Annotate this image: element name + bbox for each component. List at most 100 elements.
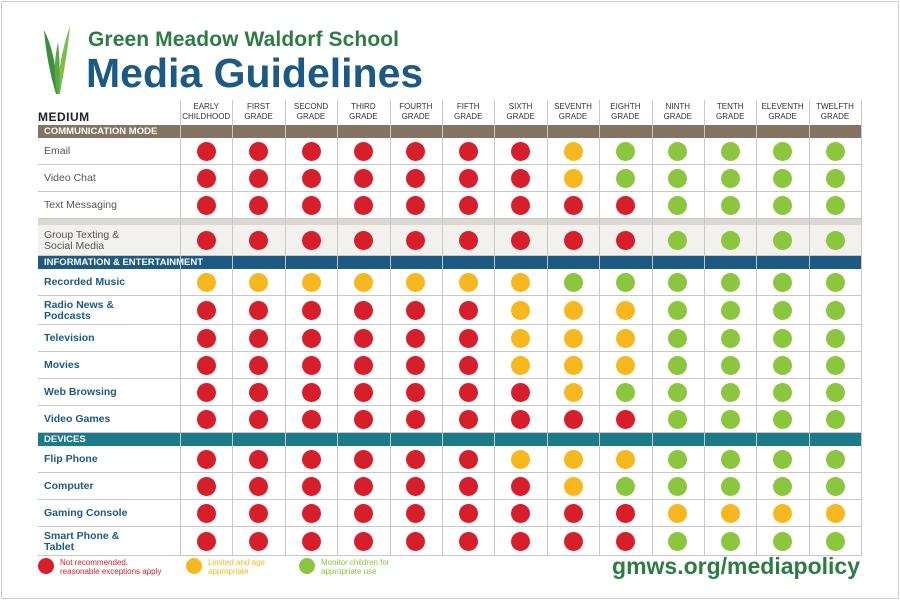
row-divider <box>38 432 861 433</box>
section-header-label: COMMUNICATION MODE <box>44 126 158 137</box>
rating-dot-yellow <box>301 273 321 292</box>
rating-dot-yellow <box>615 450 635 469</box>
grade-header-line: GRADE <box>296 112 326 121</box>
grade-header-line: GRADE <box>506 112 535 121</box>
legend-label-line: Not recommended, <box>60 558 129 567</box>
row-label: Video Games <box>44 414 110 425</box>
row-label-line: Computer <box>44 480 94 492</box>
grade-column-header: THIRD GRADE <box>337 102 389 126</box>
rating-dot-red <box>458 450 478 469</box>
grade-header-line: TWELFTH <box>816 102 854 111</box>
rating-dot-green <box>825 532 845 551</box>
rating-dot-green <box>720 410 740 429</box>
grade-header-line: SIXTH <box>508 102 533 111</box>
legend-dot-green <box>299 558 315 574</box>
rating-dot-green <box>720 169 740 188</box>
rating-dot-red <box>458 329 478 348</box>
rating-dot-yellow <box>563 329 583 348</box>
rating-dot-yellow <box>563 169 583 188</box>
row-divider <box>38 378 861 379</box>
legend-label-line: appropriate use <box>321 567 377 576</box>
medium-column-header: MEDIUM <box>38 110 90 124</box>
rating-dot-red <box>249 356 269 375</box>
rating-dot-red <box>406 356 426 375</box>
rating-dot-red <box>511 231 531 250</box>
rating-dot-green <box>720 273 740 292</box>
rating-dot-red <box>563 504 583 523</box>
row-label-line: Recorded Music <box>44 276 126 288</box>
grade-header-line: FIRST <box>247 102 271 111</box>
rating-dot-red <box>196 231 216 250</box>
rating-dot-red <box>301 169 321 188</box>
rating-dot-green <box>668 410 688 429</box>
rating-dot-red <box>615 231 635 250</box>
grade-header-line: SEVENTH <box>554 102 592 111</box>
row-label-line: Radio News & <box>44 298 115 311</box>
rating-dot-yellow <box>720 504 740 523</box>
column-divider <box>651 100 653 556</box>
school-name: Green Meadow Waldorf School <box>88 28 400 51</box>
rating-dot-green <box>668 356 688 375</box>
rating-dot-red <box>196 477 216 496</box>
row-label-line: Email <box>44 145 71 157</box>
rating-dot-yellow <box>458 273 478 292</box>
grade-column-header: EIGHTH GRADE <box>599 102 651 126</box>
grade-header-line: EARLY <box>193 102 220 111</box>
rating-dot-yellow <box>825 504 845 523</box>
row-label-line: Gaming Console <box>44 507 128 519</box>
rating-dot-red <box>301 142 321 161</box>
rating-dot-green <box>720 196 740 215</box>
rating-dot-green <box>825 142 845 161</box>
leaf-logo-icon <box>44 26 70 94</box>
rating-dot-red <box>511 169 531 188</box>
grade-header-line: FIFTH <box>456 102 480 111</box>
column-divider <box>180 100 181 556</box>
rating-dot-green <box>773 532 793 551</box>
rating-dot-green <box>825 301 845 320</box>
grade-header-line: GRADE <box>768 112 797 121</box>
rating-dot-red <box>301 532 321 551</box>
column-divider <box>546 100 548 556</box>
row-divider <box>38 218 861 219</box>
rating-dot-green <box>825 383 845 402</box>
rating-dot-red <box>615 196 635 215</box>
rating-dot-green <box>615 273 635 292</box>
rating-dot-red <box>301 356 321 375</box>
rating-dot-green <box>773 477 793 496</box>
website-url[interactable]: gmws.org/mediapolicy <box>612 553 860 579</box>
legend-label-line: Limited and age <box>208 558 265 567</box>
rating-dot-red <box>353 169 373 188</box>
legend-label: Not recommended, reasonable exceptions ap… <box>60 558 161 576</box>
rating-dot-green <box>720 450 740 469</box>
row-separator-band <box>38 219 861 225</box>
rating-dot-green <box>773 450 793 469</box>
row-divider <box>38 164 861 165</box>
rating-dot-green <box>773 383 793 402</box>
rating-dot-green <box>825 450 845 469</box>
rating-dot-green <box>668 231 688 250</box>
rating-dot-yellow <box>511 450 531 469</box>
row-label: Television <box>44 333 95 344</box>
rating-dot-yellow <box>353 273 373 292</box>
rating-dot-green <box>773 231 793 250</box>
rating-dot-red <box>458 383 478 402</box>
rating-dot-red <box>406 329 426 348</box>
grade-header-line: SECOND <box>293 102 329 111</box>
row-label-line: Flip Phone <box>44 453 98 465</box>
rating-dot-yellow <box>406 273 426 292</box>
rating-dot-red <box>249 142 269 161</box>
grade-header-line: GRADE <box>820 112 850 121</box>
column-divider <box>337 100 339 556</box>
rating-dot-green <box>668 301 688 320</box>
row-label-line: Movies <box>44 359 80 371</box>
column-divider <box>232 100 234 556</box>
rating-dot-yellow <box>249 273 269 292</box>
rating-dot-red <box>563 231 583 250</box>
rating-dot-red <box>249 231 269 250</box>
rating-dot-green <box>668 477 688 496</box>
legend-label-line: Monitor children for <box>321 558 390 567</box>
rating-dot-red <box>406 532 426 551</box>
grade-header-line: GRADE <box>349 112 378 121</box>
rating-dot-red <box>511 504 531 523</box>
